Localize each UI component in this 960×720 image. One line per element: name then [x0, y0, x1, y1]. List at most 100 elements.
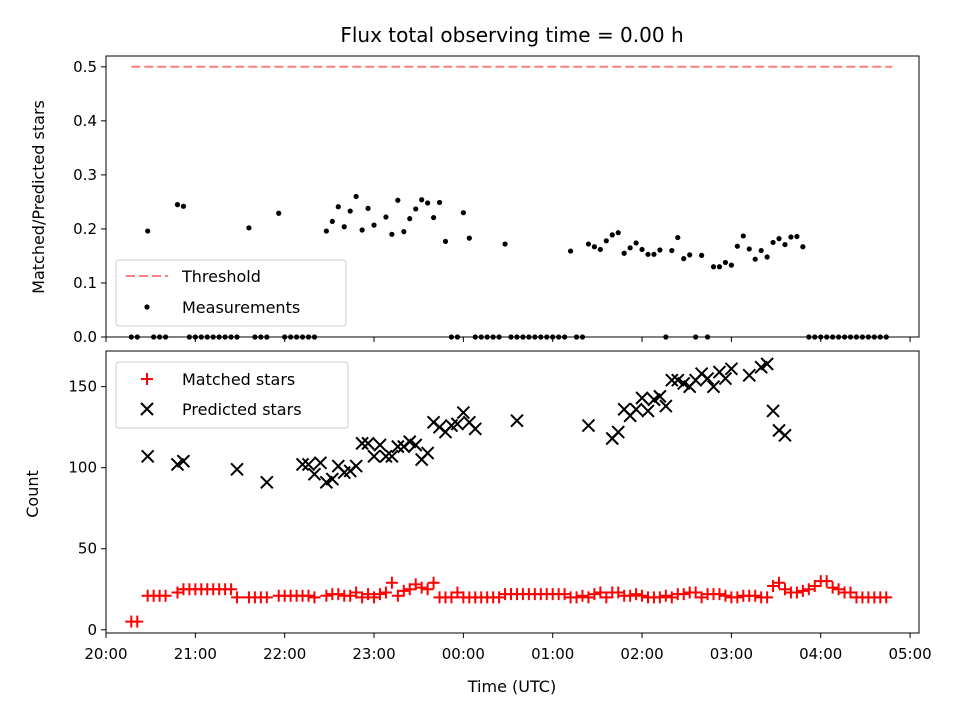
measurements-point — [329, 218, 335, 224]
measurements-point — [752, 256, 758, 262]
measurements-point — [401, 229, 407, 235]
predicted-stars-point — [581, 418, 596, 433]
predicted-stars-point — [700, 371, 715, 386]
measurements-point — [699, 252, 705, 259]
x-tick-label: 01:00 — [531, 645, 574, 663]
matched-stars-point — [332, 588, 345, 601]
measurements-point — [335, 204, 341, 210]
measurements-point — [609, 232, 615, 238]
matched-stars-point — [653, 591, 666, 604]
top-plot-area — [128, 65, 893, 340]
measurements-point — [776, 236, 782, 242]
measurements-point — [389, 231, 395, 237]
measurements-point — [627, 245, 633, 251]
measurements-point — [174, 202, 181, 208]
matched-stars-point — [880, 591, 893, 604]
matched-legend-label: Matched stars — [182, 370, 295, 389]
top-panel: Threshold Measurements 0.0 0.1 0.2 0.3 0.4 0.… — [73, 55, 920, 346]
measurements-point — [419, 197, 425, 203]
top-axes-frame — [105, 55, 920, 338]
measurements-point — [353, 193, 359, 200]
predicted-stars-point — [379, 449, 393, 464]
x-tick-label: 05:00 — [888, 645, 931, 663]
matched-stars-point — [379, 586, 392, 599]
predicted-stars-point — [653, 389, 667, 404]
matched-stars-point — [731, 591, 744, 604]
measurements-point — [687, 252, 693, 258]
predicted-stars-point — [641, 404, 655, 418]
measurements-point — [633, 240, 639, 246]
x-tick-label: 00:00 — [442, 645, 485, 663]
y-tick-label: 0.1 — [73, 274, 97, 292]
matched-stars-point — [415, 581, 428, 594]
measurements-point — [347, 208, 353, 214]
measurements-point — [460, 210, 466, 216]
predicted-stars-point — [766, 404, 780, 418]
top-legend: Threshold Measurements — [115, 259, 347, 327]
y-tick-label: 100 — [68, 459, 97, 477]
measurements-point — [425, 200, 431, 206]
measurements-point — [407, 216, 413, 222]
matched-stars-point — [231, 591, 244, 604]
predicted-stars-point — [361, 436, 375, 451]
measurements-point — [371, 222, 377, 228]
matched-stars-point — [636, 589, 649, 602]
measurements-point — [728, 262, 734, 268]
matched-stars-point — [624, 589, 637, 602]
measurements-point — [603, 238, 609, 244]
measurements-point — [764, 254, 770, 260]
measurements-point — [246, 225, 252, 231]
predicted-stars-point — [373, 438, 387, 452]
matched-stars-point — [790, 586, 803, 599]
predicted-stars-point — [409, 438, 423, 452]
predicted-stars-point — [140, 449, 155, 464]
measurements-point — [597, 246, 603, 253]
measurements-point — [502, 241, 508, 247]
matched-stars-point — [576, 589, 589, 602]
measurements-point — [681, 256, 687, 262]
matched-stars-point — [630, 588, 643, 601]
measurements-point — [567, 248, 574, 254]
predicted-stars-point — [659, 399, 673, 413]
predicted-stars-point — [301, 457, 316, 472]
predicted-stars-point — [635, 391, 649, 405]
matched-stars-point — [820, 575, 833, 588]
measurements-point — [675, 234, 681, 241]
measurements-point — [716, 264, 723, 270]
x-tick-label: 21:00 — [174, 645, 217, 663]
predicted-stars-point — [367, 449, 381, 464]
predicted-stars-point — [307, 467, 322, 481]
matched-stars-point — [826, 581, 839, 594]
predicted-stars-point — [665, 373, 679, 387]
y-tick-label: 0.3 — [73, 166, 97, 184]
y-tick-label: 0.4 — [73, 112, 97, 130]
predicted-legend-label: Predicted stars — [182, 400, 302, 419]
x-tick-label: 02:00 — [620, 645, 663, 663]
matched-stars-point — [677, 588, 690, 601]
measurements-point — [359, 227, 365, 233]
measurements-point — [710, 264, 717, 270]
predicted-stars-point — [456, 405, 471, 420]
matched-stars-point — [302, 589, 315, 602]
measurements-point — [145, 228, 151, 234]
measurements-point — [180, 203, 187, 209]
predicted-legend-swatch — [140, 402, 154, 416]
predicted-stars-point — [760, 357, 774, 371]
predicted-stars-point — [718, 371, 733, 386]
measurements-point — [591, 244, 597, 250]
matched-stars-point — [570, 591, 583, 604]
bottom-legend-frame — [115, 361, 349, 429]
matched-stars-point — [588, 588, 601, 601]
x-tick-label: 03:00 — [710, 645, 753, 663]
predicted-stars-point — [295, 457, 310, 472]
measurements-point — [645, 251, 651, 257]
predicted-stars-point — [742, 368, 756, 383]
measurements-point — [770, 239, 776, 246]
measurements-point — [276, 210, 282, 216]
predicted-stars-point — [355, 436, 369, 451]
measurements-point — [651, 251, 657, 257]
measurements-point — [740, 233, 746, 239]
measurements-point — [734, 243, 740, 249]
measurements-point — [365, 205, 371, 211]
